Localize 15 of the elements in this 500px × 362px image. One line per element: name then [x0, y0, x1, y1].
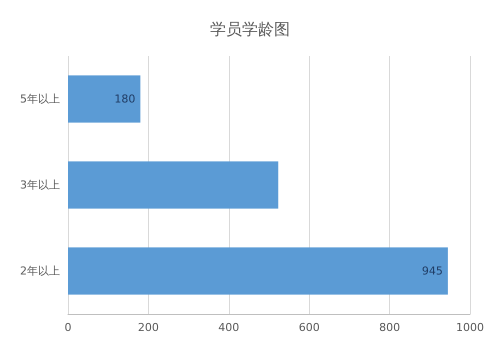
x-tick-label: 200: [138, 321, 159, 334]
x-tick-label: 0: [64, 321, 72, 334]
x-tick-label: 600: [298, 321, 320, 334]
bar: [68, 75, 140, 123]
y-tick-label: 2年以上: [20, 264, 60, 278]
bar: [68, 247, 448, 295]
data-label: 945: [422, 264, 443, 278]
x-tick-label: 1000: [456, 321, 484, 334]
data-label: 180: [114, 92, 136, 106]
bar: [68, 161, 278, 209]
chart-title: 学员学龄图: [210, 20, 290, 38]
y-tick-label: 5年以上: [20, 92, 60, 106]
x-tick-label: 400: [218, 321, 240, 334]
x-tick-label: 800: [379, 321, 400, 334]
y-tick-label: 3年以上: [20, 178, 60, 192]
